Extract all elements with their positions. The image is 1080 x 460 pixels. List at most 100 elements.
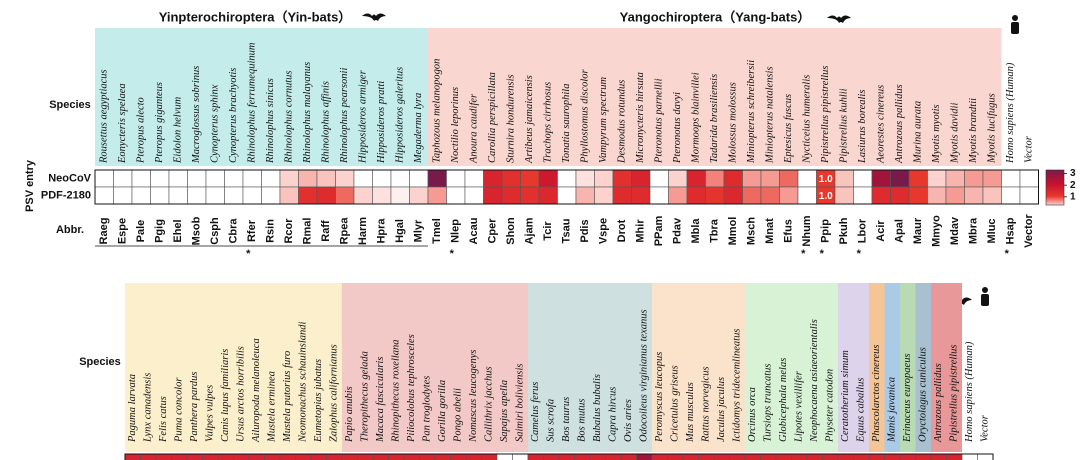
heat-cell (961, 453, 978, 460)
heat-cell (927, 186, 947, 205)
species-name: Rousettus aegyptiacus (99, 69, 110, 164)
species-name: Bos mutus (577, 399, 588, 442)
abbr: Nlep (450, 219, 462, 243)
species-name: Neophocaena asiaeorientalis (809, 319, 820, 443)
heat-cell (341, 453, 358, 460)
heat-cell (520, 169, 540, 188)
heat-cell (205, 186, 225, 205)
heat-cell (631, 169, 651, 188)
abbr: Mluc (986, 218, 998, 243)
heat-cell (705, 169, 725, 188)
heat-cell (605, 453, 622, 460)
cell-label: 1.0 (819, 191, 833, 202)
heat-cell (403, 453, 420, 460)
heat-cell (186, 453, 203, 460)
group-band (428, 28, 1002, 166)
species-name: Micronycteris hirsuta (635, 72, 646, 164)
heat-cell (326, 453, 343, 460)
human-body (981, 294, 989, 306)
abbr-label: Abbr. (56, 224, 84, 236)
species-name: Trachops cirrhosus (543, 82, 554, 163)
heat-cell (187, 169, 207, 188)
heat-cell (298, 186, 318, 205)
species-name: Sapajus apella (499, 380, 510, 442)
group-band (125, 283, 342, 452)
species-name: Ictidomys tridecemlineatus (732, 329, 743, 443)
species-name: Mormoops blainvillei (691, 72, 702, 164)
heat-cell (94, 169, 114, 188)
group-band (931, 283, 962, 452)
heat-cell (202, 453, 219, 460)
heat-cell (945, 169, 965, 188)
heat-cell (390, 186, 410, 205)
heat-cell (242, 169, 262, 188)
species-name: Oryctolagus cuniculus (918, 347, 929, 442)
species-name: Felis catus (158, 396, 169, 443)
heat-cell (557, 186, 577, 205)
heat-cell (264, 453, 281, 460)
species-name: Noctilio leporinus (450, 87, 461, 164)
species-name: Nomascus leucogenys (468, 350, 479, 443)
heat-cell (483, 169, 503, 188)
heat-cell (558, 453, 575, 460)
species-name: Mustela erminea (267, 371, 278, 443)
significance: * (820, 248, 825, 260)
species-name: Ceratotherium simum (840, 350, 851, 442)
species-name: Paguma larvata (127, 374, 138, 443)
heat-cell (501, 169, 521, 188)
species-name: Eonycteris spelaea (117, 83, 128, 164)
heat-cell (631, 186, 651, 205)
heat-cell (372, 453, 389, 460)
significance: * (1005, 248, 1010, 260)
group-band (528, 283, 652, 452)
abbr: Shon (505, 217, 517, 245)
heat-cell (977, 453, 994, 460)
heat-cell (651, 453, 668, 460)
abbr: Pale (135, 220, 147, 243)
species-name: Eptesicus fuscus (783, 94, 794, 164)
species-name: Phyllostomus discolor (580, 68, 591, 164)
heat-cell (372, 169, 392, 188)
heat-border (124, 453, 994, 460)
group-band (95, 28, 428, 166)
species-name: Hipposideros pratti (376, 81, 387, 164)
species-name: Neomonachus schauinslandi (298, 321, 309, 443)
species-name: Orcinus orca (747, 387, 758, 442)
species-name: Gorilla gorilla (437, 380, 448, 442)
heat-cell (871, 186, 891, 205)
species-name: Homo sapiens (Human) (964, 341, 975, 443)
heat-cell (520, 186, 540, 205)
species-name: Globicephala melas (778, 358, 789, 442)
heat-cell (797, 169, 817, 188)
heat-cell (427, 169, 447, 188)
species-name: Rhinolophus cornutus (284, 71, 295, 164)
abbr: Drot (616, 219, 628, 242)
heat-cell (187, 186, 207, 205)
abbr: Lbor (857, 218, 869, 243)
species-name: Peromyscus leucopus (654, 352, 665, 443)
row-label: PDF-2180 (41, 189, 91, 201)
heat-cell (464, 186, 484, 205)
species-name: Lipotes vexillifer (794, 370, 805, 443)
heat-cell (668, 169, 688, 188)
species-name: Macroglossus sobrinus (191, 66, 202, 164)
heat-cell (620, 453, 637, 460)
heat-cell (915, 453, 932, 460)
colorbar (1045, 169, 1065, 206)
heat-cell (908, 169, 928, 188)
heat-cell (868, 453, 885, 460)
heat-cell (217, 453, 234, 460)
species-name: Vulpes vulpes (205, 385, 216, 442)
heat-cell (124, 453, 141, 460)
abbr: Harm (357, 217, 369, 245)
heat-cell (279, 453, 296, 460)
species-name: Vector (1024, 135, 1035, 163)
abbr: Mbra (968, 217, 980, 244)
species-name: Rhinolophus pearsonii (339, 68, 350, 164)
species-name: Rhinolophus malayanus (302, 62, 313, 164)
heat-cell (853, 453, 870, 460)
heat-cell (353, 169, 373, 188)
species-name: Lasiurus borealis (857, 90, 868, 164)
abbr: Mdav (949, 216, 961, 245)
species-name: Rattus norvegicus (701, 366, 712, 443)
